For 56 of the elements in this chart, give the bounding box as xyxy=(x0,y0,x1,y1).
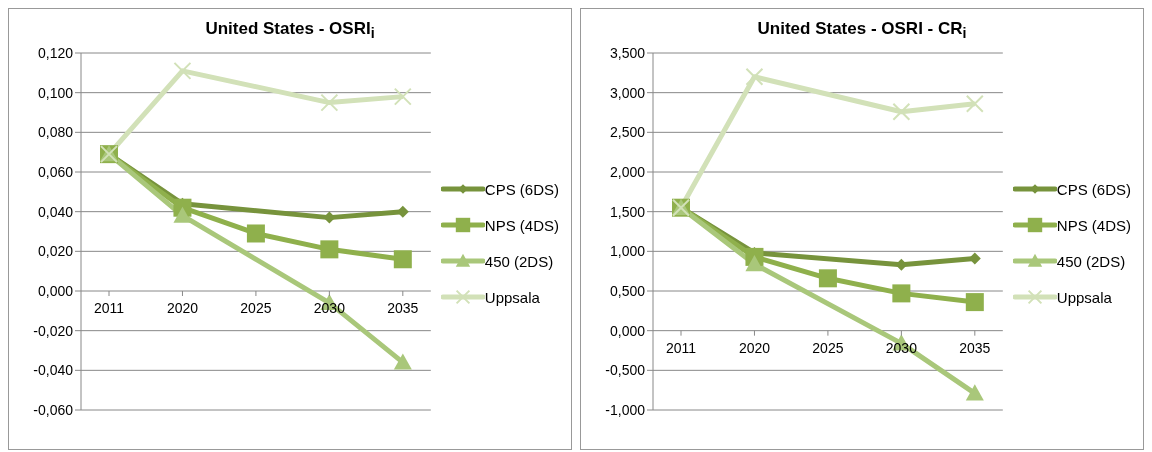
point xyxy=(393,87,412,106)
y-tick-label: 3,000 xyxy=(609,84,646,101)
legend-label: NPS (4DS) xyxy=(484,216,559,234)
point xyxy=(173,61,192,80)
point xyxy=(320,93,339,112)
point xyxy=(173,206,192,223)
x-tick-label: 2020 xyxy=(738,339,771,356)
y-tick-label: -0,500 xyxy=(605,362,646,379)
chart-title: United States - OSRI$_{i}$ xyxy=(204,18,376,43)
point xyxy=(818,269,837,288)
y-tick-label: 0,000 xyxy=(37,282,74,299)
x-tick-label: 2025 xyxy=(812,339,844,356)
point xyxy=(393,250,412,269)
legend-label: 450 (2DS) xyxy=(484,252,554,270)
point xyxy=(246,224,265,243)
y-tick-label: -0,020 xyxy=(33,322,74,339)
y-tick-label: 0,100 xyxy=(37,84,74,101)
y-tick-label: 0,120 xyxy=(37,44,74,61)
point xyxy=(320,240,339,259)
point xyxy=(393,353,412,370)
x-tick-label: 2035 xyxy=(387,300,419,316)
x-tick-label: 2011 xyxy=(93,300,125,316)
y-tick-label: 0,000 xyxy=(609,322,646,339)
x-tick-label: 2025 xyxy=(240,300,272,316)
y-tick-label: 0,060 xyxy=(37,163,74,180)
point xyxy=(745,67,764,86)
point xyxy=(965,94,984,113)
y-tick-label: 0,080 xyxy=(37,124,74,141)
y-tick-label: 2,500 xyxy=(609,124,646,141)
legend-label: CPS (6DS) xyxy=(1056,180,1131,198)
legend-label: CPS (6DS) xyxy=(484,180,559,198)
y-tick-label: 0,040 xyxy=(37,203,74,220)
chart-title: United States - OSRI - CR$_{i}$ xyxy=(756,18,968,43)
x-tick-label: 2020 xyxy=(166,300,199,316)
y-tick-label: -1,000 xyxy=(605,401,646,418)
y-tick-label: 1,500 xyxy=(609,203,646,220)
legend-label: Uppsala xyxy=(484,288,540,306)
point xyxy=(965,293,984,312)
point xyxy=(745,255,764,272)
point xyxy=(892,284,911,303)
x-tick-label: 2035 xyxy=(959,339,991,356)
y-tick-label: -0,060 xyxy=(33,401,74,418)
y-tick-label: -0,040 xyxy=(33,362,74,379)
point xyxy=(965,384,984,401)
legend-label: 450 (2DS) xyxy=(1056,252,1126,270)
y-tick-label: 0,500 xyxy=(609,282,646,299)
y-tick-label: 0,020 xyxy=(37,243,74,260)
legend-label: NPS (4DS) xyxy=(1056,216,1131,234)
x-tick-label: 2030 xyxy=(313,300,346,316)
x-tick-label: 2011 xyxy=(665,339,697,356)
legend-label: Uppsala xyxy=(1056,288,1112,306)
x-tick-label: 2030 xyxy=(885,339,918,356)
y-tick-label: 1,000 xyxy=(609,243,646,260)
y-tick-label: 2,000 xyxy=(609,163,646,180)
point xyxy=(892,102,911,121)
y-tick-label: 3,500 xyxy=(609,44,646,61)
